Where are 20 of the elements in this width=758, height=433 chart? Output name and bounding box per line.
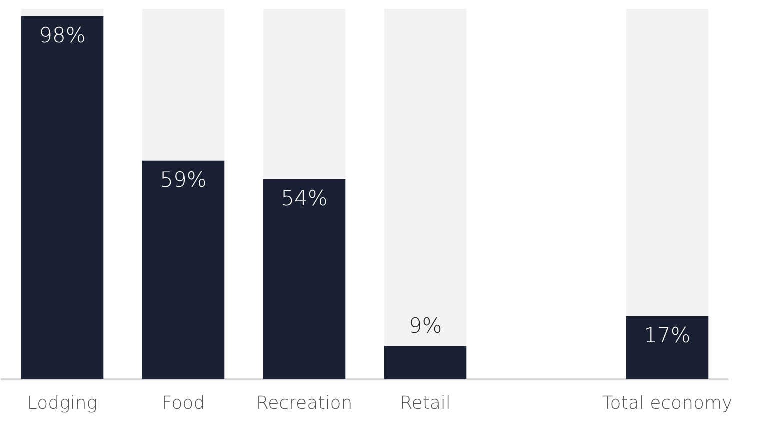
data-label: 59% [160,168,207,192]
bar [21,9,104,16]
bar [263,179,346,380]
data-label: 54% [281,186,328,210]
x-tick-label: Retail [400,392,451,414]
bar [626,9,709,316]
x-tick-label: Food [162,392,206,414]
x-tick-label: Recreation [256,392,353,414]
bar [21,16,104,380]
bar [263,9,346,180]
data-label: 17% [644,323,691,348]
bar [384,9,467,346]
data-label: 9% [408,314,442,338]
x-tick-label: Total economy [602,392,733,414]
bar [142,9,225,161]
bar [142,160,225,380]
bar [626,316,709,380]
bar [384,346,467,380]
x-tick-label: Lodging [27,392,98,414]
data-label: 98% [39,23,86,48]
